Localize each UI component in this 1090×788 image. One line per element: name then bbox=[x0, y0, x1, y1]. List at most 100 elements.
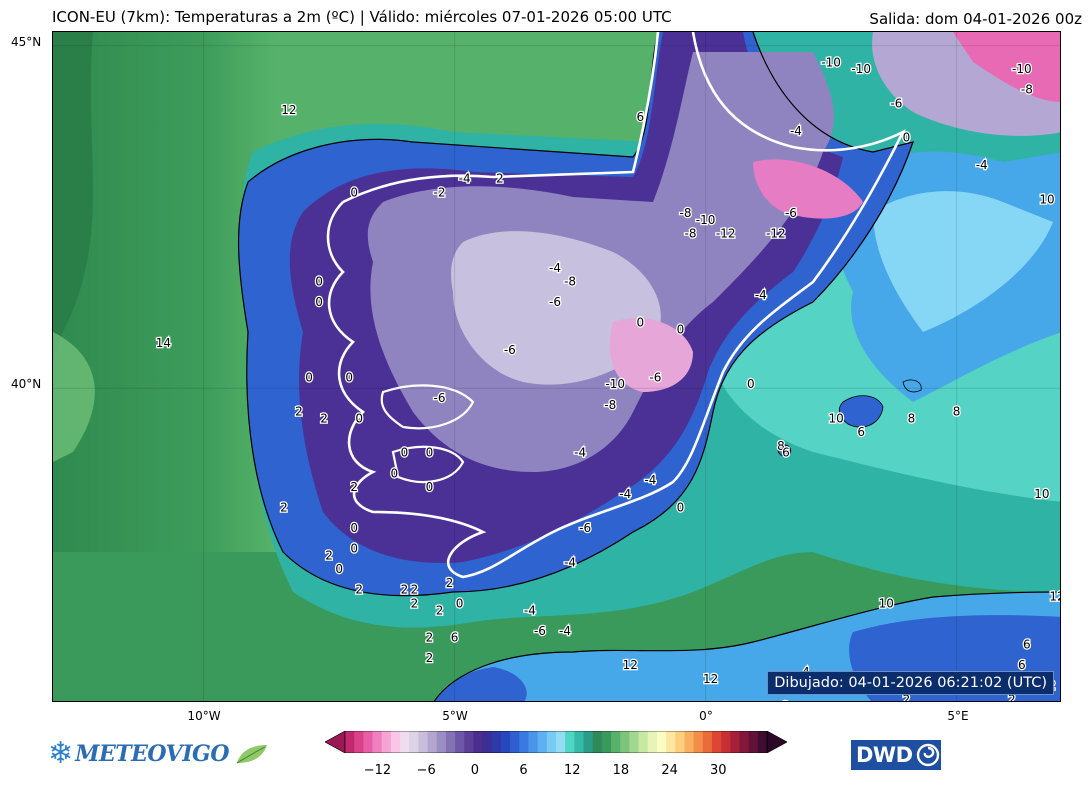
contour-label: 12 bbox=[281, 103, 296, 117]
colorbar-swatch bbox=[546, 731, 557, 753]
colorbar-swatches bbox=[324, 730, 788, 754]
lon-label-5e: 5°E bbox=[947, 709, 969, 723]
snowflake-icon: ❄ bbox=[48, 736, 74, 771]
colorbar-swatch bbox=[611, 731, 621, 753]
colorbar-swatch bbox=[418, 731, 429, 753]
contour-label: 6 bbox=[857, 425, 865, 439]
balearic-sea-lightblue bbox=[873, 191, 1053, 332]
contour-label: 0 bbox=[391, 466, 399, 480]
colorbar-swatch bbox=[464, 731, 474, 753]
contour-label: -6 bbox=[434, 391, 446, 405]
colorbar-swatch bbox=[363, 731, 374, 753]
contour-label: 0 bbox=[335, 562, 343, 576]
contour-label: -4 bbox=[459, 172, 471, 186]
contour-label: -10 bbox=[696, 213, 716, 227]
colorbar-tick-label: 0 bbox=[470, 763, 479, 778]
contour-label: -6 bbox=[534, 624, 546, 638]
contour-label: 0 bbox=[350, 185, 358, 199]
colorbar-over-triangle bbox=[766, 730, 788, 754]
contour-label: 10 bbox=[1034, 487, 1049, 501]
colorbar-swatch bbox=[565, 731, 575, 753]
contour-label: 0 bbox=[426, 480, 434, 494]
dwd-wordmark: DWD bbox=[856, 743, 913, 767]
colorbar-swatch bbox=[574, 731, 585, 753]
colorbar-under-triangle bbox=[324, 730, 346, 754]
colorbar-swatch bbox=[400, 731, 410, 753]
contour-label: 6 bbox=[782, 446, 790, 460]
atlantic-light-patch bbox=[53, 332, 95, 462]
colorbar-swatch bbox=[510, 731, 520, 753]
contour-label: -10 bbox=[1012, 62, 1032, 76]
contour-label: 0 bbox=[315, 274, 323, 288]
colorbar-swatch bbox=[482, 731, 493, 753]
zero-degree-contour bbox=[326, 32, 906, 579]
colorbar-swatch bbox=[537, 731, 548, 753]
graticule bbox=[53, 32, 1060, 701]
contour-label: -4 bbox=[790, 124, 802, 138]
contour-label: 0 bbox=[401, 446, 409, 460]
contour-label: 2 bbox=[496, 172, 504, 186]
dwd-swirl-icon bbox=[916, 743, 939, 767]
contour-label: -6 bbox=[785, 206, 797, 220]
contour-label: 2 bbox=[411, 583, 419, 597]
contour-label: 0 bbox=[677, 501, 685, 515]
contour-label: 10 bbox=[828, 411, 843, 425]
colorbar-swatch bbox=[473, 731, 484, 753]
contour-label: -4 bbox=[755, 288, 767, 302]
chart-title: ICON-EU (7km): Temperaturas a 2m (ºC) | … bbox=[52, 8, 672, 26]
colorbar-swatch bbox=[354, 731, 364, 753]
colorbar-swatch bbox=[409, 731, 419, 753]
colorbar-tick-label: 24 bbox=[661, 763, 678, 778]
contour-label: 0 bbox=[355, 411, 363, 425]
contour-label: -12 bbox=[766, 227, 786, 241]
contour-label: -8 bbox=[564, 274, 576, 288]
contour-label: -4 bbox=[644, 473, 656, 487]
contour-label: 2 bbox=[782, 699, 790, 702]
contour-label: 6 bbox=[451, 631, 459, 645]
contour-label: 0 bbox=[350, 542, 358, 556]
contour-label: 12 bbox=[1049, 590, 1061, 604]
colorbar-swatch bbox=[638, 731, 649, 753]
colorbar-tick-label: −6 bbox=[416, 763, 436, 778]
contour-label: -8 bbox=[604, 398, 616, 412]
dwd-logo: DWD bbox=[851, 740, 941, 770]
africa-coastline bbox=[433, 591, 1060, 701]
contour-label: 8 bbox=[953, 405, 961, 419]
contour-label: 2 bbox=[280, 501, 288, 515]
contour-label: -12 bbox=[716, 227, 736, 241]
contour-label: -4 bbox=[619, 487, 631, 501]
contour-label: -8 bbox=[685, 227, 697, 241]
colorbar-swatch bbox=[601, 731, 612, 753]
lon-label-0: 0° bbox=[699, 709, 713, 723]
colorbar-swatch bbox=[519, 731, 529, 753]
contour-label: 2 bbox=[1008, 692, 1016, 702]
colorbar-swatch bbox=[345, 731, 355, 753]
contour-label: 10 bbox=[879, 596, 894, 610]
contour-label: 2 bbox=[436, 603, 444, 617]
colorbar-tick-label: 6 bbox=[519, 763, 528, 778]
colorbar-tick-label: 30 bbox=[710, 763, 727, 778]
colorbar-swatch bbox=[556, 731, 566, 753]
contour-label: 0 bbox=[677, 322, 685, 336]
contour-label: 8 bbox=[908, 411, 916, 425]
contour-label: 10 bbox=[1039, 192, 1054, 206]
meteovigo-logo: ❄ METEOVIGO bbox=[48, 734, 269, 774]
contour-label: 12 bbox=[703, 672, 718, 686]
lon-label-5w: 5°W bbox=[442, 709, 468, 723]
colorbar-swatch bbox=[629, 731, 640, 753]
contour-label: 12 bbox=[623, 658, 638, 672]
colorbar-swatch bbox=[757, 731, 768, 753]
colorbar-swatch bbox=[666, 731, 676, 753]
contour-label: 6 bbox=[1023, 638, 1031, 652]
contour-label: 2 bbox=[325, 548, 333, 562]
colorbar-swatch bbox=[592, 731, 603, 753]
temperature-map[interactable]: 12 14 0 -2 -4 2 -4 -8 -6 -6 -6 -10 -8 -6 -4 -4 -4 -6 -4 -4-… bbox=[52, 31, 1061, 702]
colorbar-swatch bbox=[748, 731, 759, 753]
contour-label: -4 bbox=[559, 624, 571, 638]
colorbar-tick-label: 18 bbox=[612, 763, 630, 778]
contour-label: -8 bbox=[680, 206, 692, 220]
menorca bbox=[902, 379, 922, 393]
colorbar-swatch bbox=[711, 731, 722, 753]
contour-label: 2 bbox=[355, 583, 363, 597]
